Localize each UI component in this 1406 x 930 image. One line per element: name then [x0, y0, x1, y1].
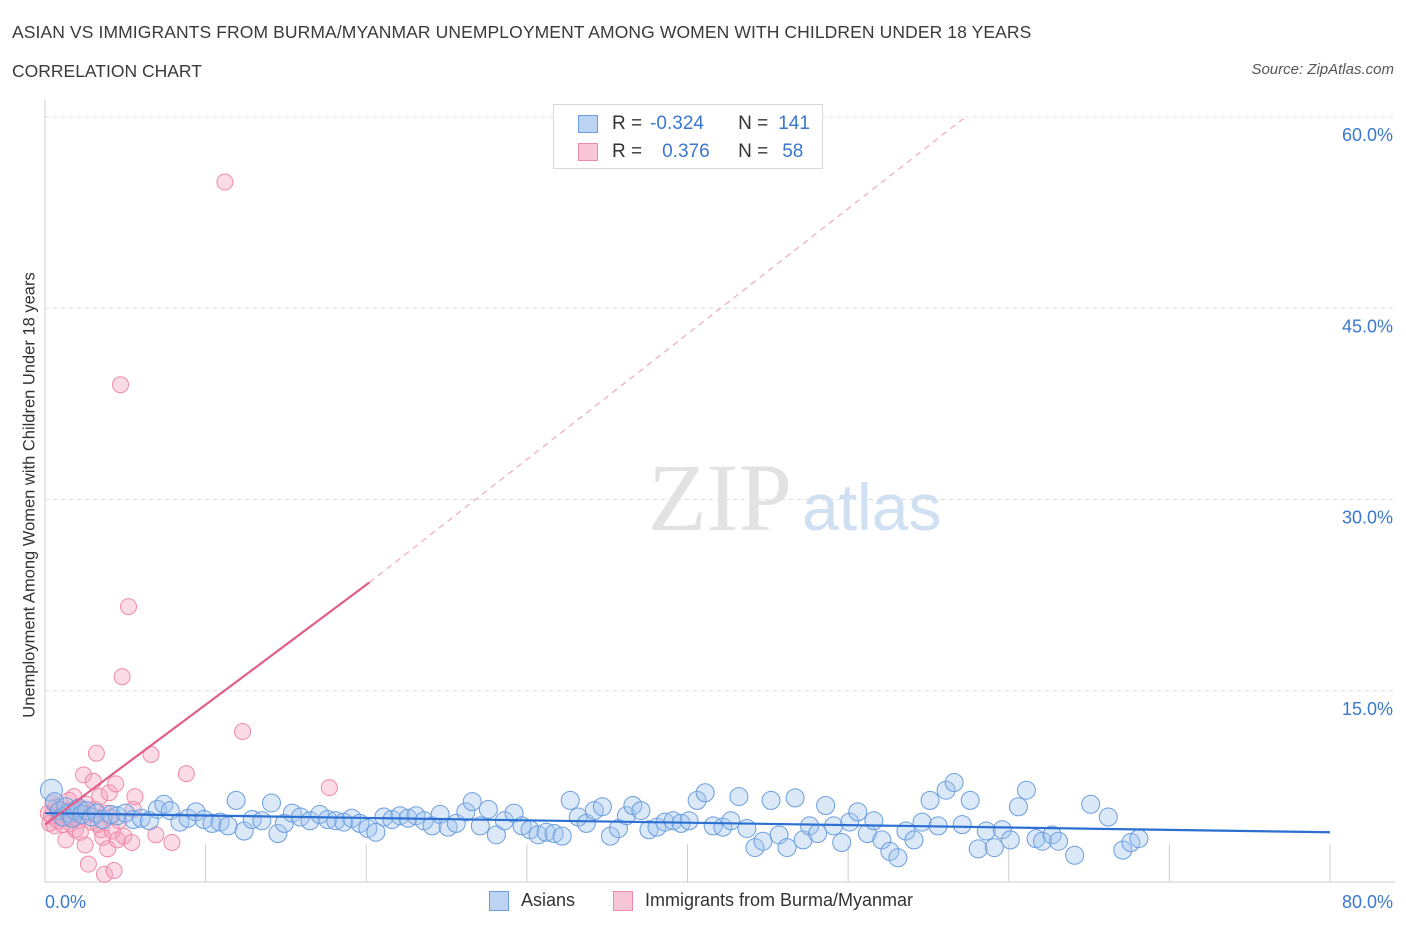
legend-series: Asians Immigrants from Burma/Myanmar — [0, 890, 1406, 914]
y-tick-label: 30.0% — [1342, 508, 1393, 528]
legend-r-value-asians: -0.324 — [650, 113, 728, 135]
point-asians — [738, 819, 756, 837]
point-asians — [219, 817, 237, 835]
y-tick-label: 60.0% — [1342, 125, 1393, 145]
legend-r-label: R = — [612, 113, 642, 135]
point-asians — [849, 803, 867, 821]
legend-n-label: N = — [738, 141, 768, 163]
point-asians — [1130, 830, 1148, 848]
point-burma — [85, 773, 101, 789]
point-burma — [235, 724, 251, 740]
point-asians — [593, 798, 611, 816]
point-asians — [632, 802, 650, 820]
legend-swatch-asians — [489, 891, 509, 911]
point-asians — [722, 812, 740, 830]
point-asians — [921, 791, 939, 809]
point-asians — [227, 791, 245, 809]
point-asians — [1099, 808, 1117, 826]
point-asians — [262, 794, 280, 812]
point-asians — [905, 831, 923, 849]
point-asians — [913, 813, 931, 831]
point-asians — [945, 774, 963, 792]
point-asians — [809, 825, 827, 843]
point-asians — [1009, 798, 1027, 816]
point-asians — [479, 800, 497, 818]
point-asians — [1082, 795, 1100, 813]
point-burma — [108, 776, 124, 792]
legend-r-label: R = — [612, 141, 642, 163]
point-asians — [754, 832, 772, 850]
point-asians — [865, 812, 883, 830]
point-burma — [124, 834, 140, 850]
legend-n-value-burma: 58 — [782, 141, 803, 163]
legend-n-value-asians: 141 — [778, 113, 810, 135]
y-tick-label: 45.0% — [1342, 316, 1393, 336]
legend-item-burma[interactable]: Immigrants from Burma/Myanmar — [613, 890, 913, 911]
point-burma — [80, 856, 96, 872]
point-burma — [88, 745, 104, 761]
legend-n-label: N = — [738, 113, 768, 135]
legend-swatch-burma — [578, 143, 598, 161]
point-asians — [961, 791, 979, 809]
point-burma — [77, 837, 93, 853]
legend-r-value-burma: 0.376 — [662, 141, 728, 163]
point-burma — [121, 599, 137, 615]
point-burma — [321, 780, 337, 796]
point-asians — [762, 791, 780, 809]
point-asians — [969, 840, 987, 858]
point-asians — [1001, 831, 1019, 849]
point-asians — [730, 788, 748, 806]
point-asians — [889, 849, 907, 867]
point-asians — [1050, 832, 1068, 850]
legend-item-asians[interactable]: Asians — [489, 890, 575, 911]
point-asians — [817, 797, 835, 815]
point-asians — [463, 793, 481, 811]
point-burma — [127, 789, 143, 805]
watermark-atlas: atlas — [802, 470, 941, 544]
legend-label-burma: Immigrants from Burma/Myanmar — [645, 890, 913, 911]
point-asians — [833, 833, 851, 851]
point-burma — [112, 377, 128, 393]
point-burma — [164, 834, 180, 850]
point-asians — [680, 812, 698, 830]
point-asians — [253, 812, 271, 830]
point-asians — [786, 789, 804, 807]
point-asians — [778, 839, 796, 857]
point-burma — [114, 669, 130, 685]
y-tick-label: 15.0% — [1342, 699, 1393, 719]
legend-swatch-asians — [578, 115, 598, 133]
legend-row-burma: R = 0.376 N = 58 — [578, 140, 803, 164]
point-asians — [696, 784, 714, 802]
point-burma — [178, 766, 194, 782]
point-burma — [217, 174, 233, 190]
point-asians — [985, 839, 1003, 857]
point-asians — [977, 822, 995, 840]
watermark-zip: ZIP — [648, 444, 792, 551]
legend-stats: R = -0.324 N = 141 R = 0.376 N = 58 — [553, 104, 823, 169]
point-asians — [561, 791, 579, 809]
legend-swatch-burma — [613, 891, 633, 911]
point-burma — [106, 863, 122, 879]
trend-line-burma — [45, 582, 369, 824]
point-asians — [1066, 846, 1084, 864]
legend-row-asians: R = -0.324 N = 141 — [578, 112, 810, 136]
legend-label-asians: Asians — [521, 890, 575, 911]
point-asians — [953, 816, 971, 834]
point-asians — [553, 827, 571, 845]
point-asians — [1017, 781, 1035, 799]
